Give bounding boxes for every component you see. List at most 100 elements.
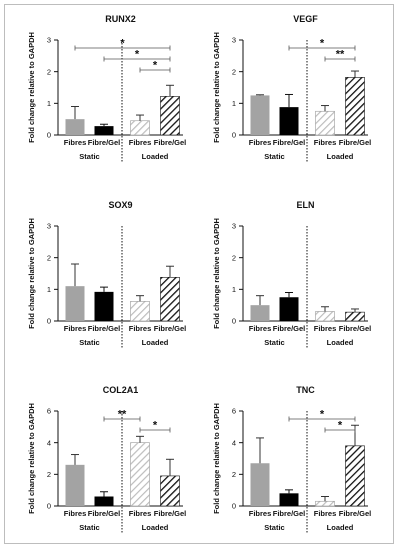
bar-fibregel-loaded xyxy=(160,96,180,136)
category-label: Fibres xyxy=(64,138,87,147)
category-label: Fibre/Gel xyxy=(88,138,121,147)
bar-fibres-static xyxy=(250,305,270,321)
category-label: Fibres xyxy=(129,509,152,518)
y-tick-label: 2 xyxy=(47,67,51,76)
y-tick-label: 4 xyxy=(232,438,236,447)
chart-title: COL2A1 xyxy=(103,385,139,395)
category-label: Fibre/Gel xyxy=(88,324,121,333)
group-label-loaded: Loaded xyxy=(327,523,354,532)
significance-label: * xyxy=(338,420,343,432)
bar-fibregel-static xyxy=(279,107,299,135)
y-axis-label: Fold change relative to GAPDH xyxy=(27,218,36,329)
y-tick-label: 3 xyxy=(47,36,51,45)
bar-fibregel-loaded xyxy=(345,77,365,136)
bar-fibregel-static xyxy=(94,126,114,135)
significance-label: * xyxy=(120,38,125,50)
y-tick-label: 0 xyxy=(232,131,236,140)
group-label-static: Static xyxy=(79,523,99,532)
group-label-static: Static xyxy=(264,523,284,532)
y-tick-label: 2 xyxy=(47,470,51,479)
chart-panel-col2a1: COL2A1 Fold change relative to GAPDH 0 2 4 6 F… xyxy=(27,385,186,534)
y-tick-label: 1 xyxy=(47,285,51,294)
bar-fibregel-loaded xyxy=(345,445,365,507)
bar-fibregel-static xyxy=(279,297,299,321)
bar-fibres-loaded xyxy=(130,301,150,322)
bar-fibregel-loaded xyxy=(160,475,180,507)
category-label: Fibre/Gel xyxy=(273,324,306,333)
chart-panel-vegf: VEGF Fold change relative to GAPDH 0 1 2 3 Fib… xyxy=(212,14,371,163)
chart-title: VEGF xyxy=(293,14,318,24)
category-label: Fibres xyxy=(249,509,272,518)
significance-label: ** xyxy=(118,409,127,421)
category-label: Fibres xyxy=(314,324,337,333)
category-label: Fibre/Gel xyxy=(154,509,187,518)
y-axis-label: Fold change relative to GAPDH xyxy=(212,403,221,514)
bar-fibregel-loaded xyxy=(160,276,180,322)
chart-title: TNC xyxy=(296,385,315,395)
bar-fibres-loaded xyxy=(315,110,335,136)
chart-title: RUNX2 xyxy=(105,14,136,24)
chart-title: ELN xyxy=(297,200,315,210)
y-tick-label: 1 xyxy=(232,99,236,108)
y-tick-label: 1 xyxy=(47,99,51,108)
y-tick-label: 2 xyxy=(47,253,51,262)
category-label: Fibre/Gel xyxy=(339,324,372,333)
bar-fibres-static xyxy=(250,463,270,506)
category-label: Fibre/Gel xyxy=(339,509,372,518)
bar-fibregel-static xyxy=(94,496,114,506)
group-label-loaded: Loaded xyxy=(327,152,354,161)
y-tick-label: 3 xyxy=(232,222,236,231)
category-label: Fibres xyxy=(314,509,337,518)
figure-frame xyxy=(4,4,394,544)
category-label: Fibre/Gel xyxy=(339,138,372,147)
significance-label: * xyxy=(320,409,325,421)
y-tick-label: 3 xyxy=(47,222,51,231)
y-axis-label: Fold change relative to GAPDH xyxy=(27,403,36,514)
group-label-loaded: Loaded xyxy=(142,152,169,161)
chart-panel-tnc: TNC Fold change relative to GAPDH 0 2 4 6 Fibr… xyxy=(212,385,371,534)
group-label-static: Static xyxy=(79,338,99,347)
bar-fibres-static xyxy=(65,286,85,321)
y-tick-label: 0 xyxy=(47,317,51,326)
category-label: Fibre/Gel xyxy=(88,509,121,518)
group-label-loaded: Loaded xyxy=(142,338,169,347)
group-label-loaded: Loaded xyxy=(327,338,354,347)
group-label-loaded: Loaded xyxy=(142,523,169,532)
y-tick-label: 0 xyxy=(47,131,51,140)
y-axis-label: Fold change relative to GAPDH xyxy=(212,218,221,329)
category-label: Fibre/Gel xyxy=(273,509,306,518)
category-label: Fibres xyxy=(64,324,87,333)
y-tick-label: 0 xyxy=(232,502,236,511)
bar-fibres-static xyxy=(65,119,85,135)
y-axis-label: Fold change relative to GAPDH xyxy=(27,32,36,143)
group-label-static: Static xyxy=(79,152,99,161)
category-label: Fibres xyxy=(249,324,272,333)
significance-label: * xyxy=(135,49,140,61)
chart-panel-eln: ELN Fold change relative to GAPDH 0 1 2 3 Fibr… xyxy=(212,200,371,349)
bar-fibregel-static xyxy=(279,493,299,506)
y-tick-label: 6 xyxy=(47,407,51,416)
bar-fibres-static xyxy=(65,464,85,506)
bar-fibres-static xyxy=(250,95,270,135)
chart-title: SOX9 xyxy=(108,200,132,210)
category-label: Fibres xyxy=(64,509,87,518)
y-tick-label: 0 xyxy=(47,502,51,511)
bar-fibres-loaded xyxy=(315,500,335,507)
y-tick-label: 0 xyxy=(232,317,236,326)
y-tick-label: 2 xyxy=(232,470,236,479)
chart-panel-runx2: RUNX2 Fold change relative to GAPDH 0 1 2 3 Fi… xyxy=(27,14,186,163)
y-tick-label: 2 xyxy=(232,253,236,262)
chart-panel-sox9: SOX9 Fold change relative to GAPDH 0 1 2 3 Fib… xyxy=(27,200,186,349)
bar-fibregel-static xyxy=(94,291,114,321)
significance-label: * xyxy=(153,60,158,72)
category-label: Fibres xyxy=(129,138,152,147)
y-tick-label: 3 xyxy=(232,36,236,45)
y-tick-label: 6 xyxy=(232,407,236,416)
bar-fibres-loaded xyxy=(130,442,150,507)
category-label: Fibres xyxy=(129,324,152,333)
significance-label: * xyxy=(320,38,325,50)
y-tick-label: 1 xyxy=(232,285,236,294)
y-axis-label: Fold change relative to GAPDH xyxy=(212,32,221,143)
y-tick-label: 2 xyxy=(232,67,236,76)
category-label: Fibres xyxy=(314,138,337,147)
